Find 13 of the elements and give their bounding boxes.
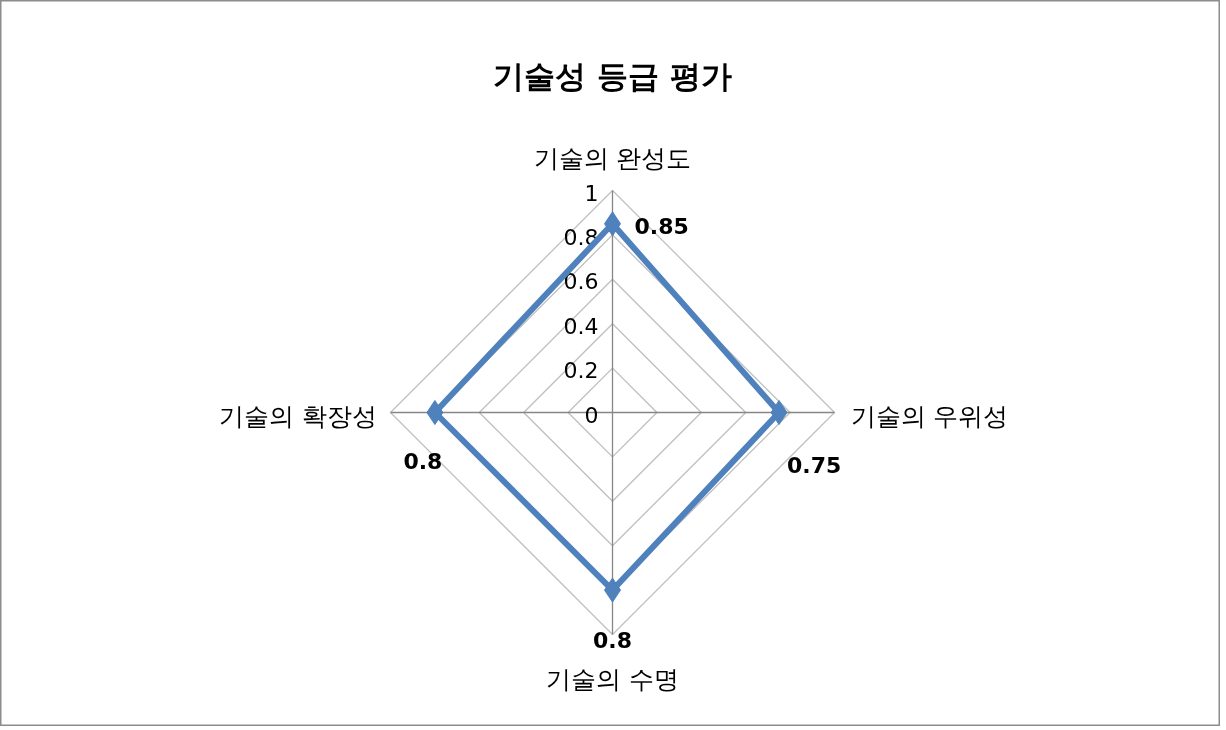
y-tick-label: 0.6 bbox=[563, 269, 599, 295]
y-tick-label: 0.2 bbox=[563, 358, 599, 384]
spoke-label: 기술의 확장성 bbox=[218, 402, 377, 431]
chart-title: 기술성 등급 평가 bbox=[493, 57, 732, 94]
y-tick-label: 0.4 bbox=[563, 313, 599, 339]
spoke-label: 기술의 완성도 bbox=[533, 143, 692, 173]
y-tick-label: 1 bbox=[584, 180, 599, 206]
data-label: 0.75 bbox=[787, 452, 842, 478]
y-tick-label: 0 bbox=[584, 402, 599, 428]
spoke-label: 기술의 수명 bbox=[546, 664, 679, 694]
spoke-label: 기술의 우위성 bbox=[850, 402, 1009, 431]
data-label: 0.8 bbox=[403, 448, 443, 474]
data-label: 0.85 bbox=[634, 213, 689, 239]
